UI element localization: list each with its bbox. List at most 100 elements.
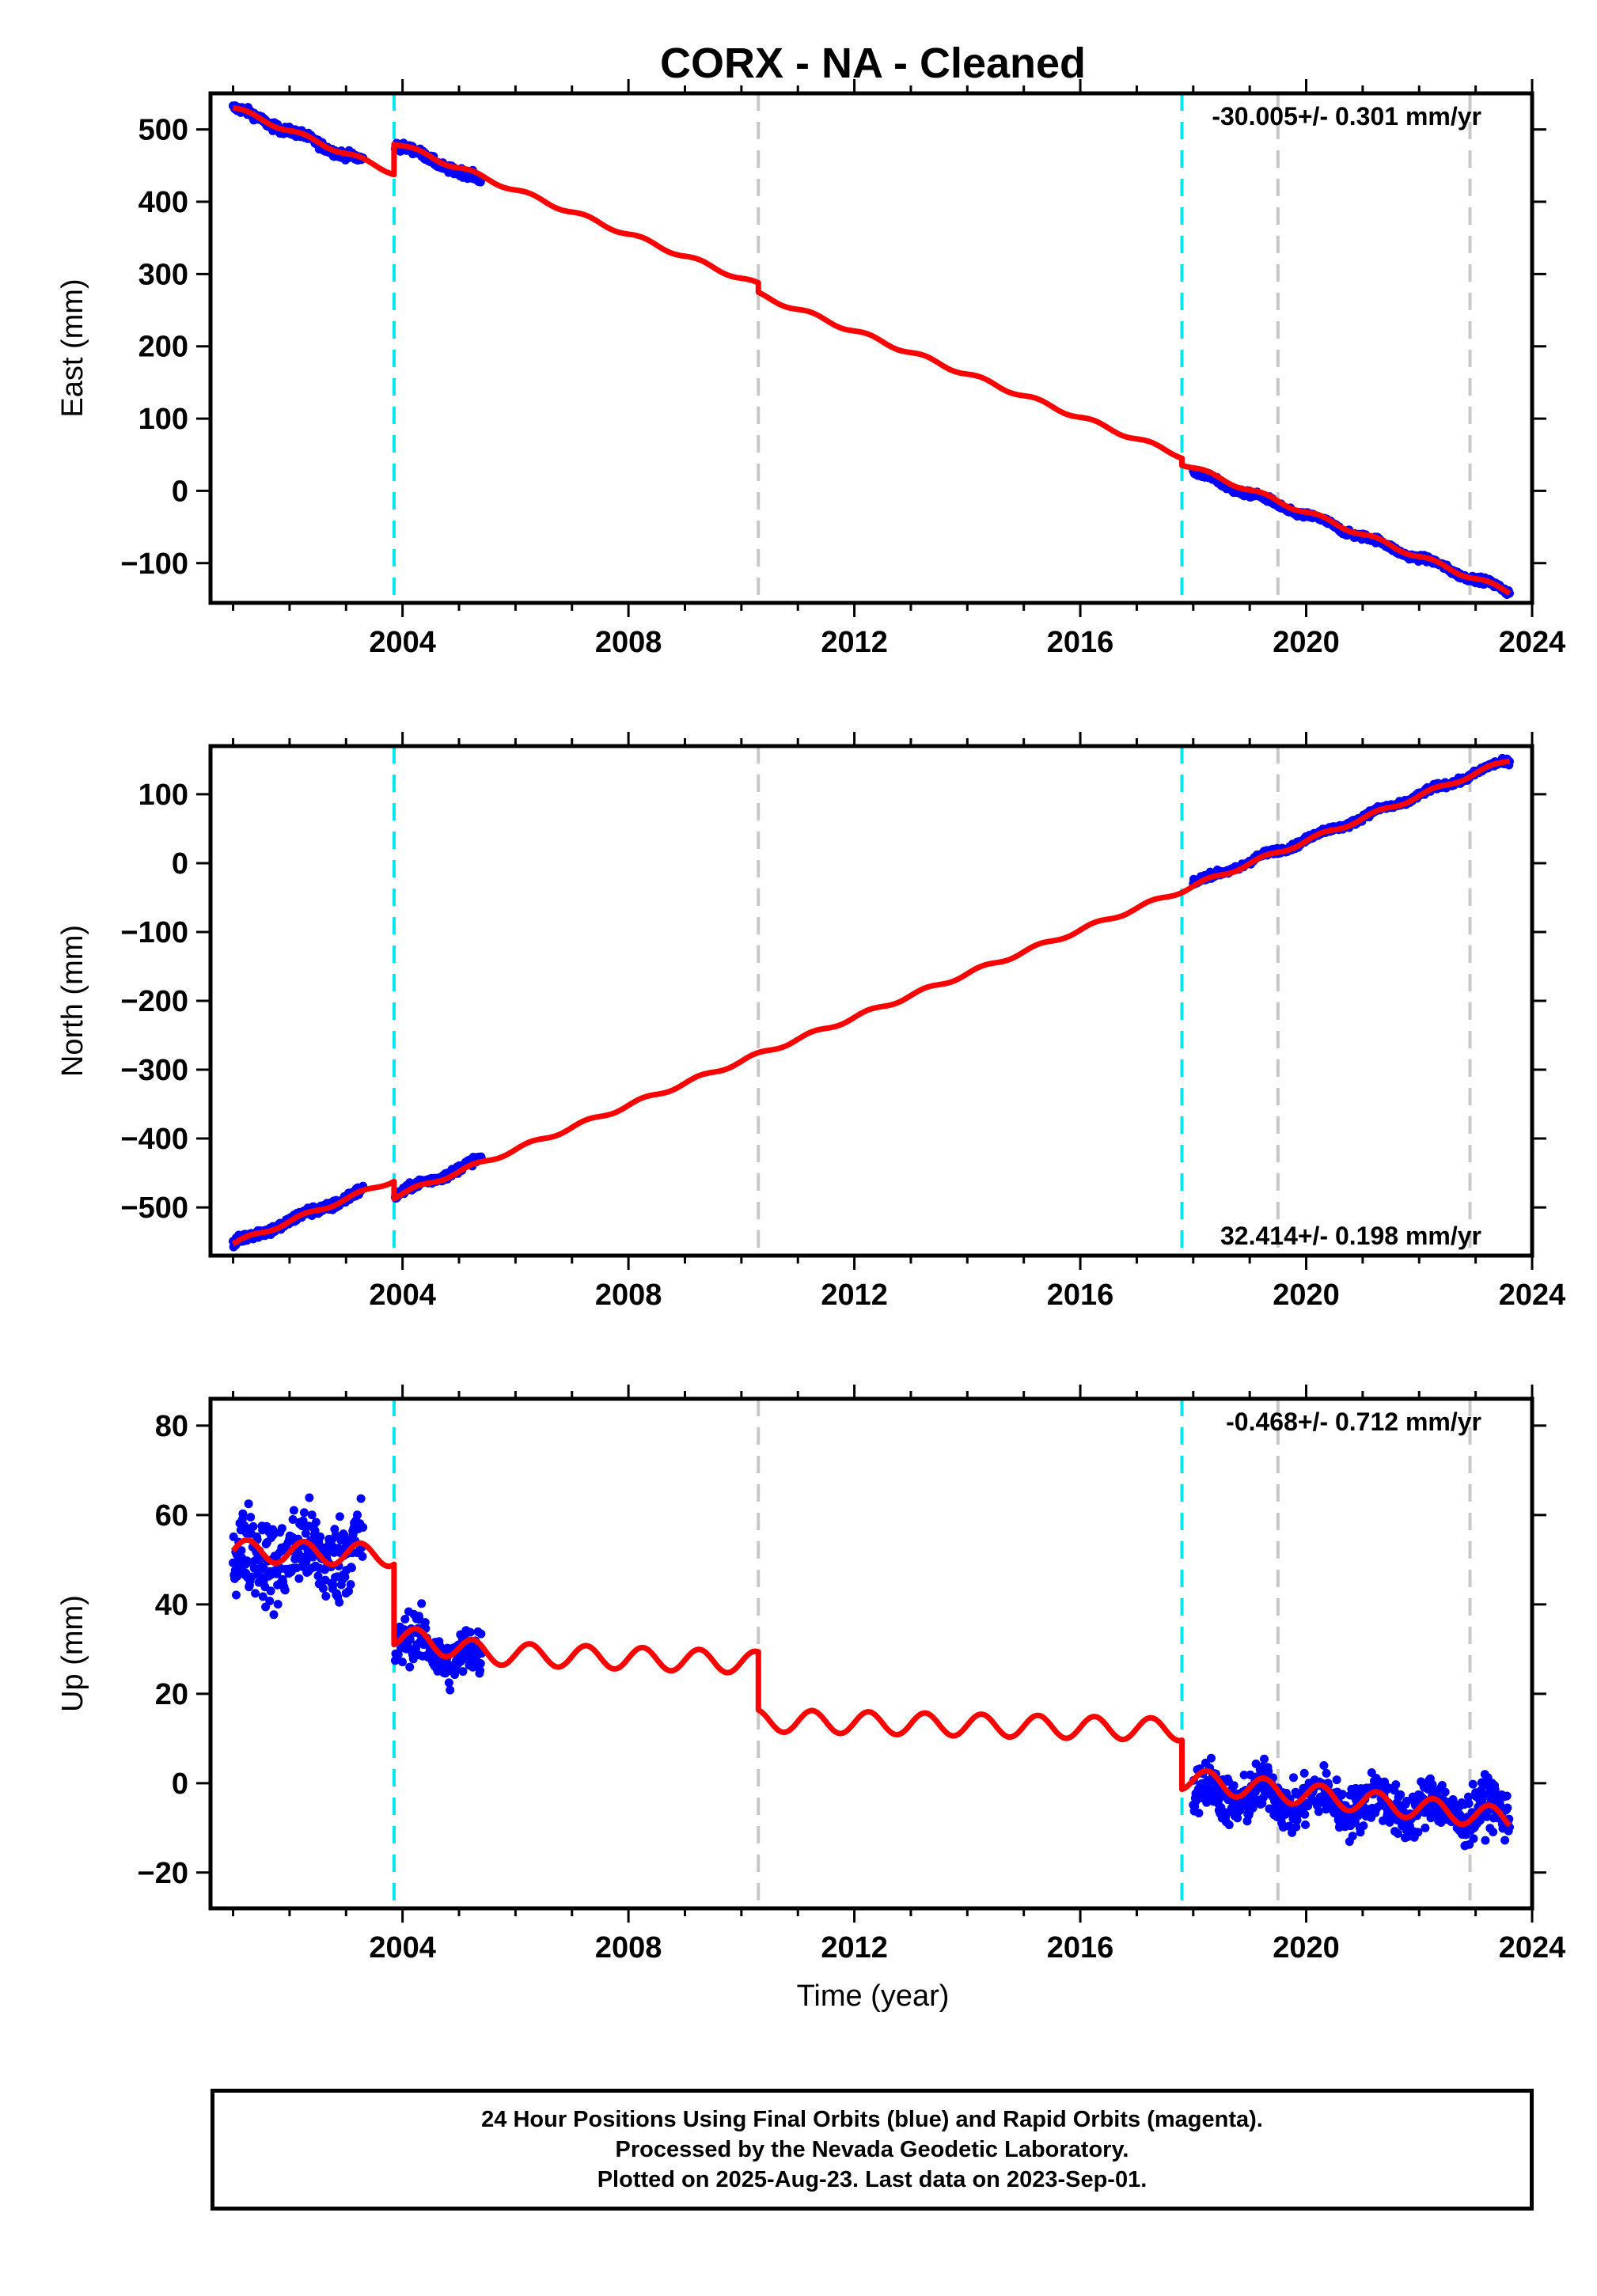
x-tick-label: 2020 xyxy=(1273,1931,1340,1964)
data-point xyxy=(265,1597,275,1606)
panel-north: 2004 2008 2012 2016 2020 2024 −500 −400 −300 −200… xyxy=(56,732,1565,1312)
data-points-up xyxy=(229,1493,1514,1851)
data-point xyxy=(1299,1768,1309,1778)
data-point xyxy=(316,1532,325,1541)
data-point xyxy=(1464,1799,1474,1808)
data-points-east xyxy=(229,101,1514,599)
data-point xyxy=(244,1499,253,1509)
data-point xyxy=(1224,1821,1234,1829)
data-point xyxy=(1481,1836,1490,1845)
data-point xyxy=(248,1521,258,1531)
data-point xyxy=(1359,1821,1368,1831)
y-tick-label: 300 xyxy=(138,258,188,291)
data-point xyxy=(1300,1809,1310,1819)
data-point xyxy=(1440,1787,1450,1797)
y-tick-label: −100 xyxy=(120,547,188,581)
y-axis-label: North (mm) xyxy=(56,925,89,1077)
y-tick-label: 500 xyxy=(138,114,188,147)
footer-info-box: 24 Hour Positions Using Final Orbits (bl… xyxy=(211,2089,1534,2211)
y-tick-label: −200 xyxy=(120,985,188,1018)
data-point xyxy=(294,1574,304,1583)
data-point xyxy=(277,1524,286,1533)
data-point xyxy=(1421,1823,1430,1832)
x-tick-label: 2016 xyxy=(1047,626,1114,659)
x-tick-label: 2012 xyxy=(821,1931,888,1964)
data-point xyxy=(1207,1753,1216,1763)
x-tick-label: 2024 xyxy=(1499,1931,1566,1964)
data-point xyxy=(446,1685,455,1695)
data-point xyxy=(417,1599,427,1608)
y-tick-label: −20 xyxy=(138,1857,188,1890)
y-tick-label: −500 xyxy=(120,1192,188,1225)
y-tick-label: 100 xyxy=(138,779,188,812)
y-axis-label: East (mm) xyxy=(56,278,89,417)
data-point xyxy=(232,1590,241,1600)
data-point xyxy=(1337,1790,1347,1799)
data-point xyxy=(335,1512,344,1521)
x-tick-label: 2008 xyxy=(595,1279,662,1312)
x-tick-label: 2004 xyxy=(369,626,436,659)
x-tick-label: 2012 xyxy=(821,1279,888,1312)
y-tick-label: −100 xyxy=(120,916,188,949)
model-line-up xyxy=(230,1536,1512,1828)
data-point xyxy=(444,1678,453,1688)
data-point xyxy=(1396,1790,1405,1799)
footer-line-1: 24 Hour Positions Using Final Orbits (bl… xyxy=(481,2107,1263,2132)
x-tick-label: 2008 xyxy=(595,626,662,659)
data-point xyxy=(465,1627,475,1637)
data-point xyxy=(1322,1768,1331,1778)
data-point xyxy=(400,1615,410,1623)
data-point xyxy=(238,1509,248,1518)
y-tick-label: 60 xyxy=(155,1499,188,1533)
data-point xyxy=(1301,1820,1310,1829)
data-point xyxy=(335,1597,344,1607)
model-line-east xyxy=(231,104,1512,596)
data-point xyxy=(1503,1803,1512,1813)
data-point xyxy=(347,1563,356,1573)
x-tick-label: 2012 xyxy=(821,626,888,659)
rate-annotation: -30.005+/- 0.301 mm/yr xyxy=(1212,102,1481,131)
data-point xyxy=(266,1586,275,1596)
model-line-north xyxy=(231,758,1512,1247)
data-point xyxy=(346,1580,355,1589)
data-point xyxy=(251,1589,260,1598)
panel-up: 2004 2008 2012 2016 2020 2024 −20 0 20 40 60 80 Up (… xyxy=(56,1385,1565,1964)
data-point xyxy=(1469,1834,1478,1843)
data-point xyxy=(1289,1773,1298,1783)
data-point xyxy=(1489,1828,1498,1836)
footer-line-2: Processed by the Nevada Geodetic Laborat… xyxy=(615,2137,1129,2162)
data-point xyxy=(476,1629,486,1639)
data-point xyxy=(405,1662,415,1672)
chart-title: CORX - NA - Cleaned xyxy=(660,40,1086,87)
y-tick-label: −300 xyxy=(120,1054,188,1087)
data-point xyxy=(246,1513,256,1522)
data-point xyxy=(1468,1779,1478,1789)
y-tick-label: 200 xyxy=(138,331,188,364)
x-tick-label: 2004 xyxy=(369,1931,436,1964)
data-point xyxy=(356,1494,366,1503)
data-point xyxy=(280,1586,290,1595)
data-point xyxy=(289,1506,298,1515)
data-point xyxy=(1229,1781,1239,1790)
panel-east: 2004 2008 2012 2016 2020 2024 −100 0 100 200 300 40… xyxy=(56,79,1565,659)
data-point xyxy=(358,1523,368,1532)
data-point xyxy=(476,1659,485,1669)
data-point xyxy=(269,1610,279,1620)
data-point xyxy=(458,1667,468,1677)
x-tick-label: 2008 xyxy=(595,1931,662,1964)
data-point xyxy=(1391,1780,1401,1790)
data-point xyxy=(1500,1836,1510,1845)
rate-annotation: -0.468+/- 0.712 mm/yr xyxy=(1226,1408,1481,1436)
x-tick-label: 2016 xyxy=(1047,1279,1114,1312)
data-point xyxy=(1260,1754,1269,1764)
data-point xyxy=(1319,1761,1329,1770)
data-point xyxy=(307,1510,317,1520)
y-tick-label: 400 xyxy=(138,186,188,219)
y-tick-label: 0 xyxy=(172,1767,188,1801)
x-tick-label: 2004 xyxy=(369,1279,436,1312)
y-tick-label: 80 xyxy=(155,1410,188,1443)
data-point xyxy=(321,1592,331,1601)
data-points-north xyxy=(229,753,1514,1252)
y-axis-label: Up (mm) xyxy=(56,1595,89,1712)
